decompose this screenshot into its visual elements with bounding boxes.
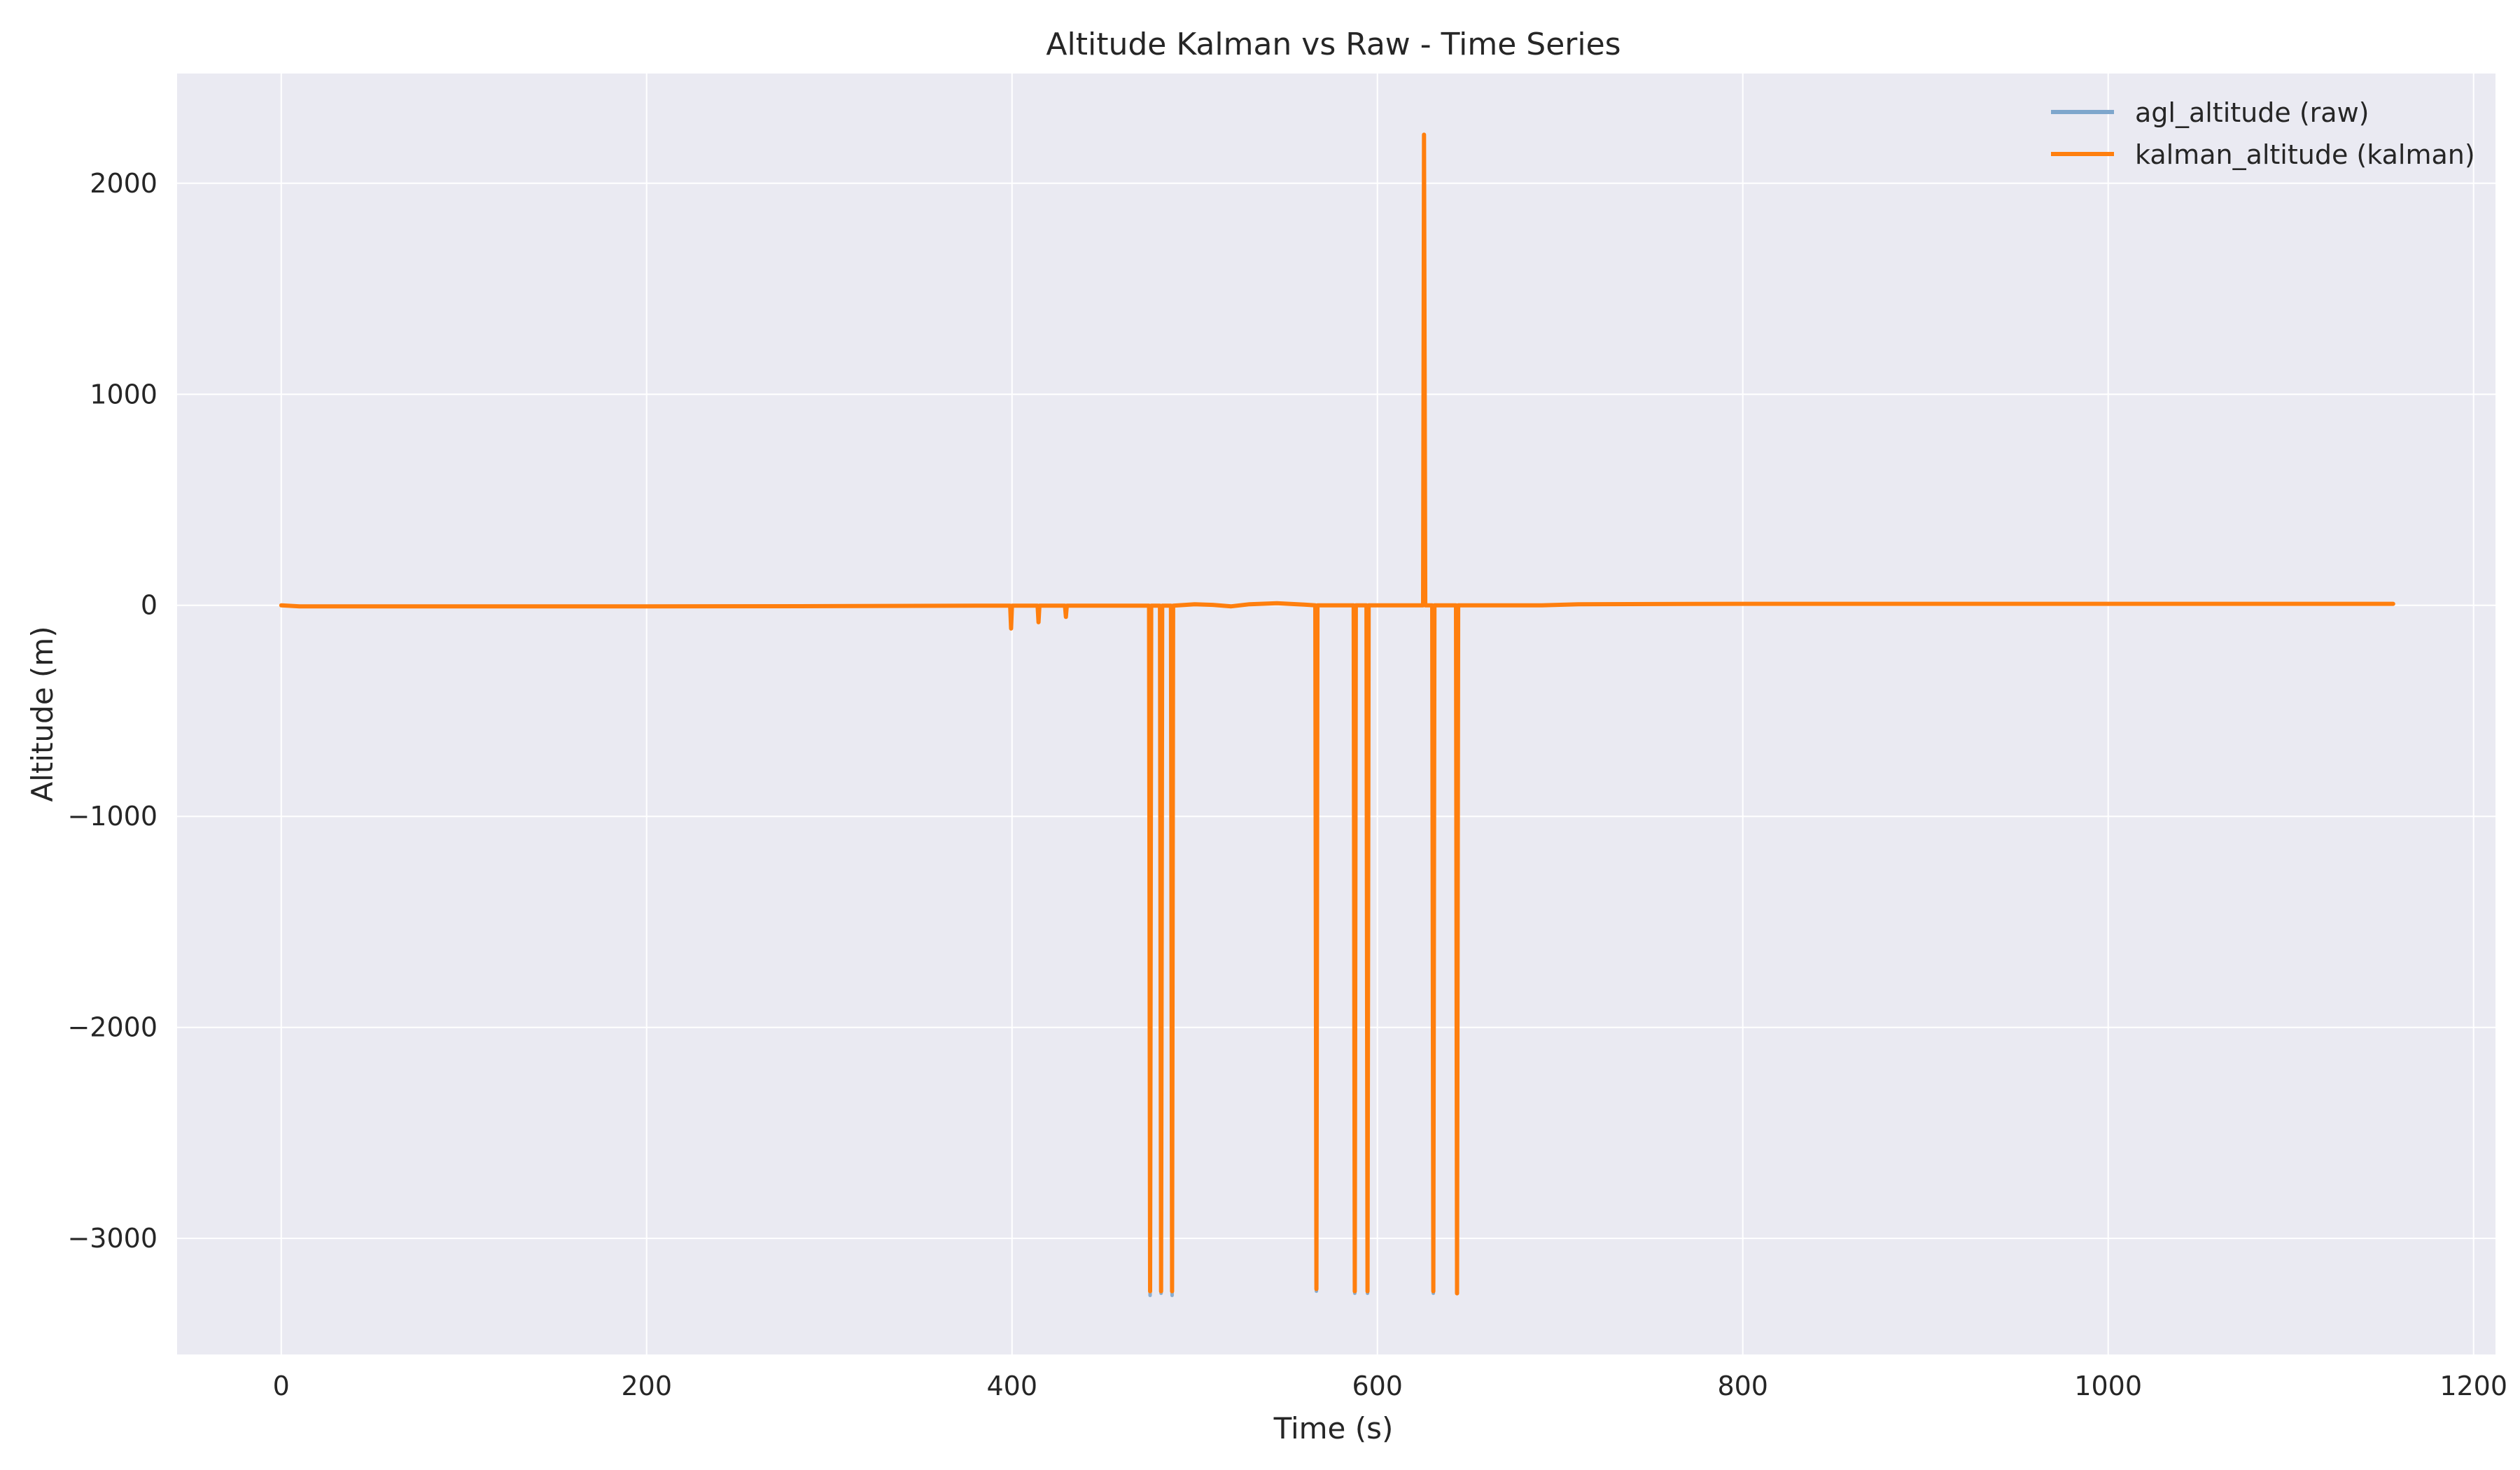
x-tick-label: 600 xyxy=(1352,1371,1403,1401)
y-tick-label: −3000 xyxy=(67,1223,158,1254)
series-line-kalman xyxy=(279,132,2395,1296)
legend: agl_altitude (raw) kalman_altitude (kalm… xyxy=(2051,97,2475,170)
x-tick-label: 0 xyxy=(273,1371,290,1401)
y-axis-ticks: −3000 −2000 −1000 0 1000 2000 xyxy=(67,168,158,1254)
chart-title: Altitude Kalman vs Raw - Time Series xyxy=(1046,27,1620,62)
y-tick-label: −2000 xyxy=(67,1012,158,1043)
x-tick-label: 400 xyxy=(986,1371,1037,1401)
x-axis-label: Time (s) xyxy=(1273,1411,1394,1446)
x-tick-label: 1200 xyxy=(2440,1371,2507,1401)
y-tick-label: 2000 xyxy=(90,168,158,199)
y-tick-label: 1000 xyxy=(90,379,158,410)
series-lines xyxy=(279,132,2395,1298)
x-tick-label: 800 xyxy=(1717,1371,1768,1401)
y-tick-label: −1000 xyxy=(67,801,158,832)
x-tick-label: 200 xyxy=(621,1371,672,1401)
legend-label-raw: agl_altitude (raw) xyxy=(2135,97,2369,128)
y-axis-label: Altitude (m) xyxy=(25,626,59,802)
x-tick-label: 1000 xyxy=(2074,1371,2142,1401)
x-axis-ticks: 0 200 400 600 800 1000 1200 xyxy=(273,1371,2507,1401)
plot-area xyxy=(177,74,2496,1354)
legend-label-kalman: kalman_altitude (kalman) xyxy=(2135,139,2475,170)
y-tick-label: 0 xyxy=(141,590,158,621)
